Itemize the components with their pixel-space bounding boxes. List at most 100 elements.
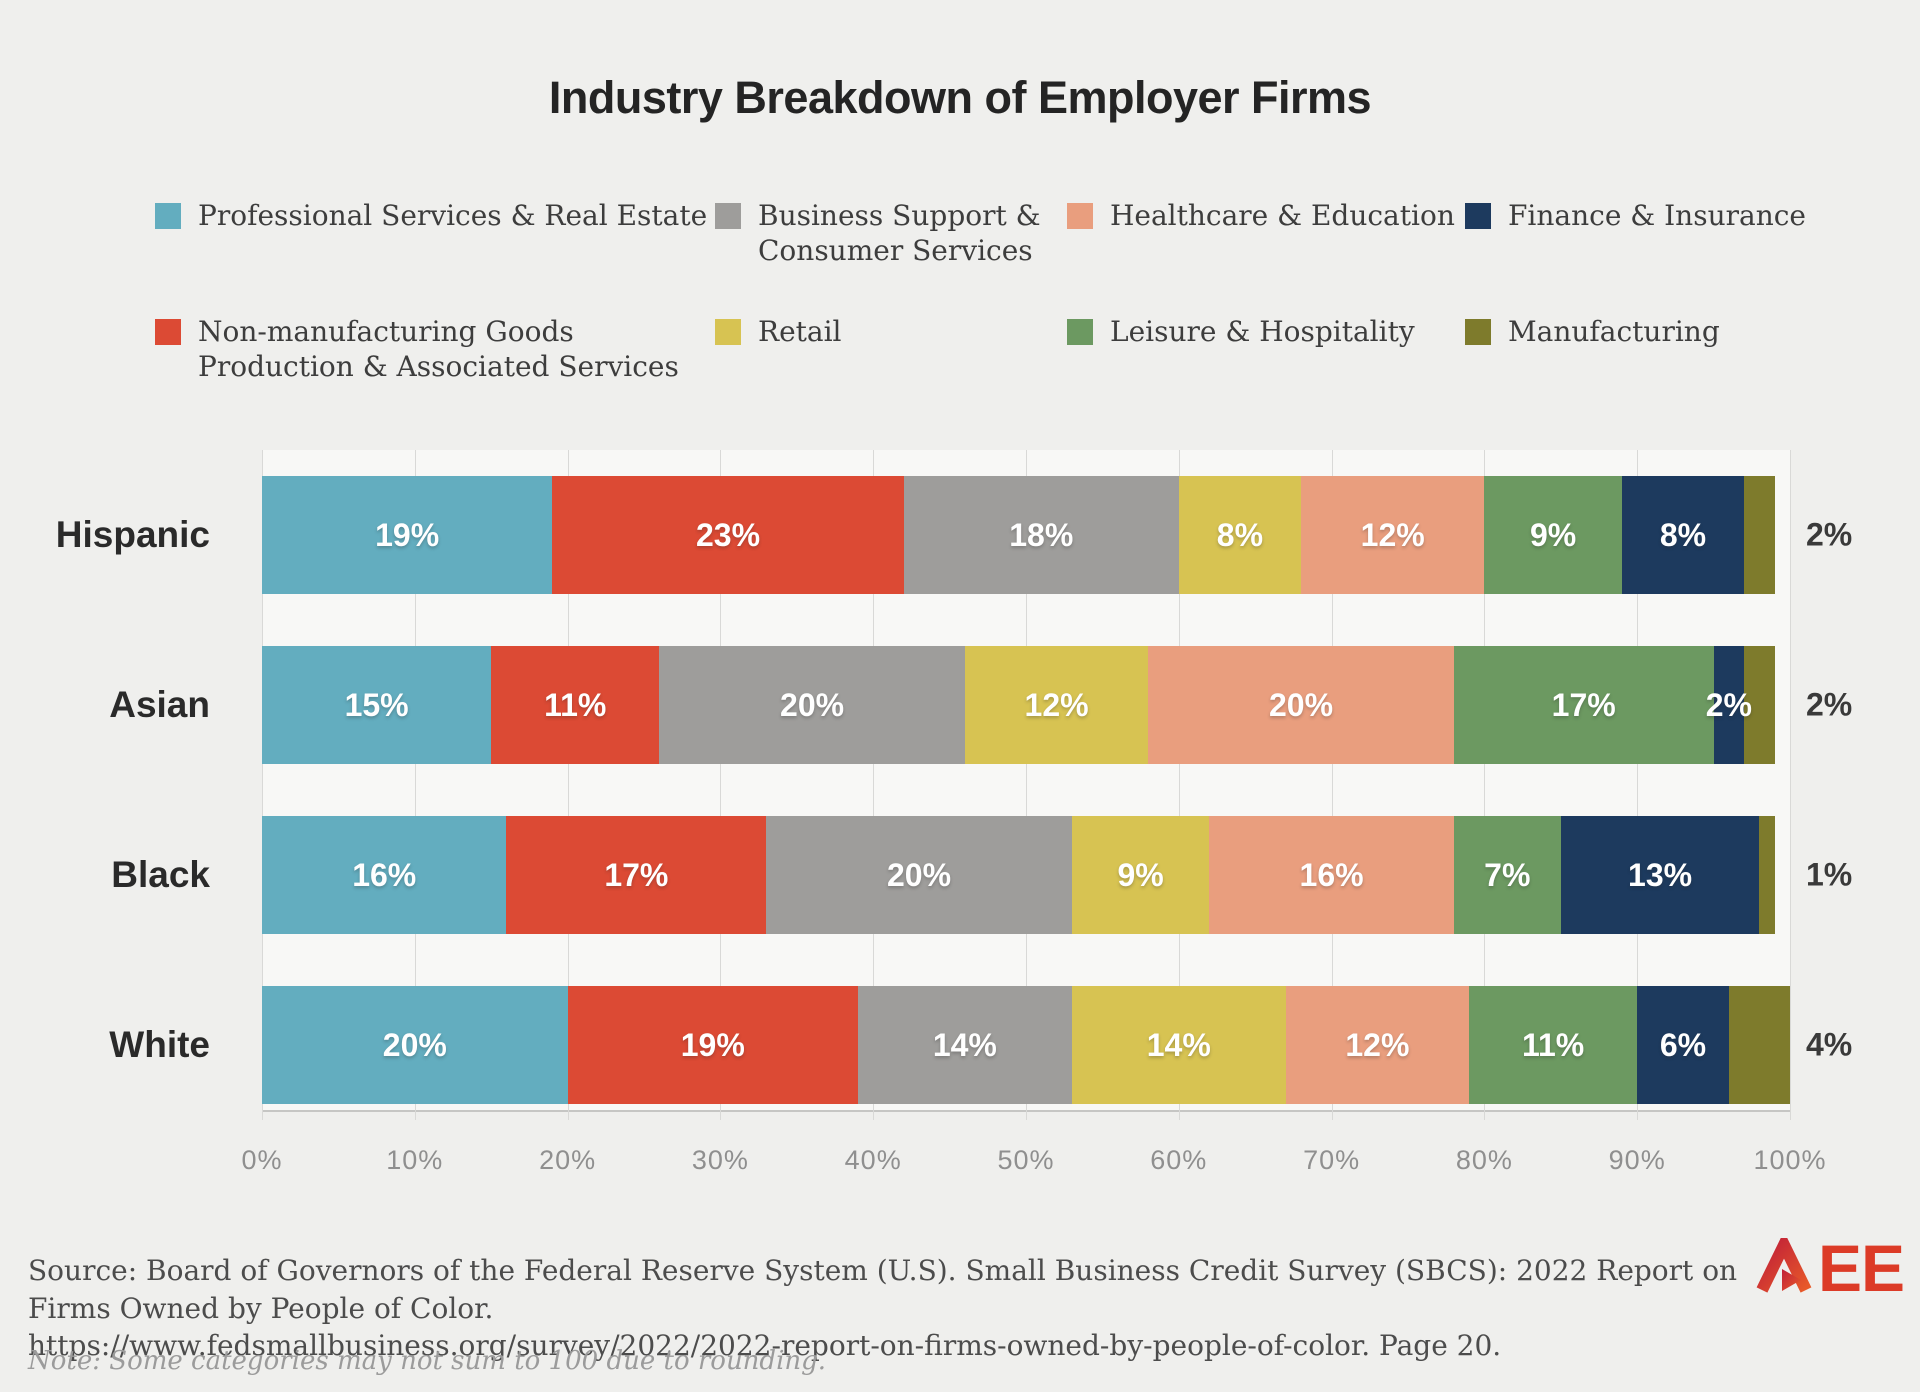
- legend-item-retail: Retail: [715, 314, 1067, 384]
- axis-tick: [720, 1110, 722, 1120]
- segment-non-manufacturing-goods-production-associated-services-asian: 11%: [491, 646, 660, 764]
- gridline: [414, 450, 416, 1110]
- segment-non-manufacturing-goods-production-associated-services-white: 19%: [567, 986, 858, 1104]
- legend-item-non-manufacturing-goods: Non-manufacturing Goods Production & Ass…: [155, 314, 715, 384]
- legend-swatch-professional-services: [155, 203, 181, 229]
- x-tick-label: 60%: [1150, 1145, 1208, 1175]
- legend-item-professional-services: Professional Services & Real Estate: [155, 198, 715, 268]
- segment-business-support-consumer-services-white: 14%: [857, 986, 1072, 1104]
- segment-value-label: 18%: [1009, 516, 1074, 553]
- plot-area: Hispanic 19% 23% 18% 8% 12% 9% 8% 2% Asian 15% 11% 2…: [56, 450, 1852, 1120]
- segment-value-label: 12%: [1345, 1026, 1410, 1063]
- segment-healthcare-education-white: 12%: [1285, 986, 1470, 1104]
- legend-swatch-manufacturing: [1465, 319, 1491, 345]
- legend-label: Business Support & Consumer Services: [758, 199, 1041, 267]
- axis-tick: [1026, 1110, 1027, 1120]
- segment-professional-services-real-estate-white: 20%: [262, 986, 568, 1104]
- x-axis: 0% 10% 20% 30% 40% 50% 60% 70% 80% 90% 100%: [241, 1145, 1825, 1185]
- gridline: [720, 450, 722, 1110]
- segment-value-label: 6%: [1659, 1026, 1707, 1063]
- segment-value-label: 20%: [886, 856, 952, 893]
- legend: Professional Services & Real Estate Busi…: [155, 198, 1870, 384]
- segment-value-label: 8%: [1216, 516, 1264, 553]
- legend-swatch-retail: [715, 319, 741, 345]
- page-title: Industry Breakdown of Employer Firms: [548, 72, 1372, 123]
- legend-swatch-leisure-hospitality: [1067, 319, 1093, 345]
- outside-value-label-black: 1%: [1806, 856, 1853, 893]
- gridline: [1026, 450, 1027, 1110]
- gridline: [567, 450, 569, 1110]
- segment-finance-insurance-asian: 2%: [1706, 646, 1752, 764]
- gridline: [1178, 450, 1180, 1110]
- segment-value-label: 20%: [382, 1026, 447, 1063]
- bar-row-white: White 20% 19% 14% 14% 12% 11% 6% 4%: [109, 986, 1852, 1104]
- axis-tick: [1484, 1110, 1486, 1120]
- segment-non-manufacturing-goods-production-associated-services-hispanic: 23%: [552, 476, 904, 594]
- segment-manufacturing-asian: [1744, 646, 1775, 764]
- gridline: [1790, 450, 1791, 1110]
- axis-tick: [873, 1110, 875, 1120]
- x-tick-label: 40%: [844, 1145, 902, 1175]
- axis-tick: [414, 1110, 416, 1120]
- segment-professional-services-real-estate-hispanic: 19%: [262, 476, 553, 594]
- segment-value-label: 20%: [780, 686, 845, 723]
- x-tick-label: 30%: [691, 1145, 749, 1175]
- segment-healthcare-education-hispanic: 12%: [1301, 476, 1485, 594]
- legend-item-finance-insurance: Finance & Insurance: [1465, 198, 1870, 268]
- legend-label: Healthcare & Education: [1110, 199, 1455, 232]
- legend-item-manufacturing: Manufacturing: [1465, 314, 1870, 384]
- category-label-black: Black: [111, 854, 210, 895]
- segment-value-label: 11%: [544, 686, 607, 723]
- segment-non-manufacturing-goods-production-associated-services-black: 17%: [506, 816, 767, 934]
- gridline: [262, 450, 263, 1110]
- segment-value-label: 7%: [1484, 856, 1531, 893]
- gridline: [1484, 450, 1486, 1110]
- source-line-2: https://www.fedsmallbusiness.org/survey/…: [28, 1329, 1502, 1363]
- legend-swatch-finance-insurance: [1465, 203, 1491, 229]
- segment-value-label: 14%: [1146, 1026, 1211, 1063]
- category-label-white: White: [109, 1024, 210, 1065]
- axis-tick: [1331, 1110, 1333, 1120]
- x-tick-label: 90%: [1608, 1145, 1666, 1175]
- legend-swatch-healthcare-education: [1067, 203, 1093, 229]
- axis-tick: [567, 1110, 569, 1120]
- segment-value-label: 9%: [1530, 516, 1577, 553]
- x-tick-label: 0%: [241, 1145, 283, 1175]
- axis-tick: [1637, 1110, 1639, 1120]
- legend-label: Professional Services & Real Estate: [198, 199, 708, 232]
- segment-value-label: 13%: [1628, 856, 1693, 893]
- x-tick-label: 100%: [1753, 1145, 1827, 1175]
- legend-label: Retail: [758, 315, 842, 348]
- segment-retail-asian: 12%: [964, 646, 1149, 764]
- axis-tick: [1178, 1110, 1180, 1120]
- legend-swatch-business-support: [715, 203, 741, 229]
- segment-value-label: 2%: [1705, 686, 1752, 723]
- segment-retail-hispanic: 8%: [1178, 476, 1302, 594]
- legend-swatch-non-manufacturing-goods: [155, 319, 181, 345]
- aee-logo: EE: [1755, 1234, 1905, 1301]
- aee-logo-a-icon: [1756, 1238, 1812, 1293]
- x-tick-label: 50%: [997, 1145, 1055, 1175]
- segment-healthcare-education-black: 16%: [1209, 816, 1454, 934]
- segment-manufacturing-white: [1728, 986, 1790, 1104]
- segment-value-label: 14%: [932, 1026, 997, 1063]
- segment-manufacturing-hispanic: [1744, 476, 1775, 594]
- bar-row-asian: Asian 15% 11% 20% 12% 20% 17% 2% 2%: [109, 646, 1852, 764]
- x-tick-label: 80%: [1455, 1145, 1513, 1175]
- segment-leisure-hospitality-white: 11%: [1469, 986, 1638, 1104]
- segment-value-label: 8%: [1659, 516, 1707, 553]
- legend-label: Leisure & Hospitality: [1110, 315, 1415, 348]
- x-tick-label: 10%: [386, 1145, 444, 1175]
- segment-leisure-hospitality-hispanic: 9%: [1484, 476, 1622, 594]
- segment-leisure-hospitality-black: 7%: [1453, 816, 1561, 934]
- axis-tick: [1790, 1110, 1791, 1120]
- segment-value-label: 17%: [1551, 686, 1616, 723]
- segment-value-label: 9%: [1117, 856, 1164, 893]
- segment-healthcare-education-asian: 20%: [1148, 646, 1454, 764]
- segment-business-support-consumer-services-asian: 20%: [659, 646, 965, 764]
- legend-label: Manufacturing: [1508, 315, 1720, 348]
- segment-leisure-hospitality-asian: 17%: [1453, 646, 1714, 764]
- segment-value-label: 12%: [1360, 516, 1425, 553]
- segment-value-label: 16%: [1299, 856, 1364, 893]
- segment-value-label: 15%: [344, 686, 409, 723]
